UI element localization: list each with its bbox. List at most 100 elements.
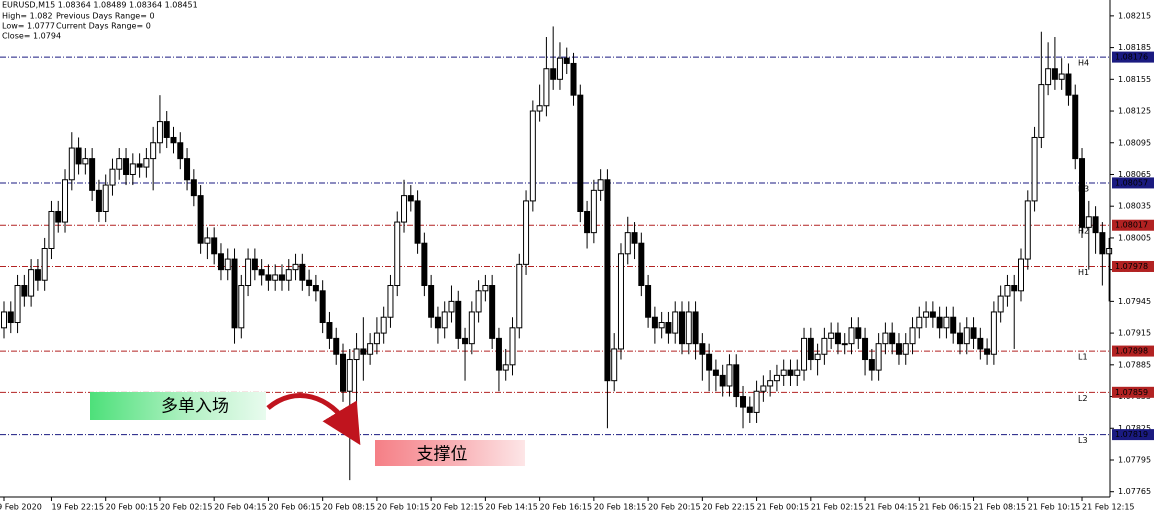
candle-body [1051,68,1058,80]
candle-body [414,200,421,244]
level-box [1112,260,1154,272]
candle-body [68,147,75,181]
x-tick-label: 20 Feb 22:15 [702,503,754,512]
stat: High= 1.082 [2,12,53,21]
candle-body [563,57,570,64]
candle-body [875,343,882,371]
candle-body [977,337,984,350]
y-tick-label: 1.08185 [1118,43,1151,52]
level-name: L3 [1078,436,1088,445]
candle-body [265,274,272,281]
candle-body [902,343,909,355]
candle-body [570,62,577,96]
candle-body [685,311,692,345]
candle-body [577,94,584,212]
candle-body [170,136,177,144]
x-tick-label: 20 Feb 12:15 [431,503,483,512]
level-value: 1.07859 [1115,388,1148,397]
candle-body [733,364,740,398]
x-tick-label: 21 Feb 00:15 [757,503,809,512]
level-name: L1 [1078,353,1088,362]
y-tick-label: 1.07765 [1118,487,1151,496]
candle-body [719,374,726,387]
candle-body [245,258,252,287]
candle-body [292,263,299,271]
candle-body [556,57,563,80]
candle-body [916,316,923,329]
candle-body [536,105,543,112]
candle-body [645,285,652,318]
x-tick-label: 21 Feb 08:15 [974,503,1026,512]
candle-body [679,311,685,345]
candle-body [597,179,604,191]
candle-body [55,210,62,223]
candle-body [129,163,136,175]
candle-body [726,364,733,387]
candle-body [95,189,102,212]
candle-body [516,263,523,329]
candle-body [1045,68,1052,86]
candle-body [502,364,509,371]
candle-body [455,300,462,339]
candle-body [319,290,326,324]
candle-body [299,263,306,281]
candle-body [204,237,211,244]
candle-body [746,406,753,413]
candle-body [143,158,150,168]
candle-body [109,168,116,186]
x-tick-label: 21 Feb 02:15 [811,503,863,512]
candle-body [272,274,279,281]
candle-body [841,343,848,346]
candle-body [1011,285,1018,292]
candle-body [787,369,794,376]
candle-body [651,316,658,329]
x-tick-label: 20 Feb 18:15 [594,503,646,512]
x-tick-label: 20 Feb 00:15 [106,503,158,512]
plot-area: H4H3H2H1L1L2L3 [0,26,1113,481]
candle-body [495,337,502,371]
candle-body [767,380,774,387]
candle-body [326,322,333,339]
level-box [1112,345,1154,357]
candle-body [177,142,184,160]
candle-body [963,327,970,345]
candle-body [807,337,814,361]
candle-body [631,232,638,244]
candle-body [1038,84,1045,138]
candle-body [692,311,699,345]
candle-body [794,369,801,376]
candle-body [529,110,536,202]
candle-body [278,274,285,281]
y-tick-label: 1.08125 [1118,107,1151,116]
y-tick-label: 1.07825 [1118,424,1151,433]
y-tick-label: 1.08005 [1118,233,1151,242]
candle-body [360,348,367,355]
candle-body [34,269,41,281]
candle-body [1099,232,1106,255]
candle-body [1079,158,1086,228]
candle-body [482,285,489,292]
candle-body [665,322,672,334]
annotation: 支撑位 [417,444,468,463]
x-tick-label: 20 Feb 20:15 [648,503,700,512]
level-value: 1.08176 [1115,53,1148,62]
candle-body [543,68,550,107]
candle-body [346,359,353,392]
candle-body [868,359,875,371]
candle-body [740,396,747,408]
candle-body [217,253,224,271]
candle-body [550,68,557,80]
candle-body [116,158,123,170]
candle-body [197,195,204,244]
candle-body [251,258,258,271]
candle-body [306,279,313,287]
candle-body [760,385,767,392]
candle-body [1085,216,1092,228]
y-tick-label: 1.07795 [1118,455,1151,464]
x-tick-label: 20 Feb 16:15 [540,503,592,512]
x-tick-label: 21 Feb 10:15 [1028,503,1080,512]
x-tick-label: 20 Feb 14:15 [485,503,537,512]
candle-body [258,269,265,276]
candle-body [1031,136,1038,202]
candle-body [62,179,69,223]
